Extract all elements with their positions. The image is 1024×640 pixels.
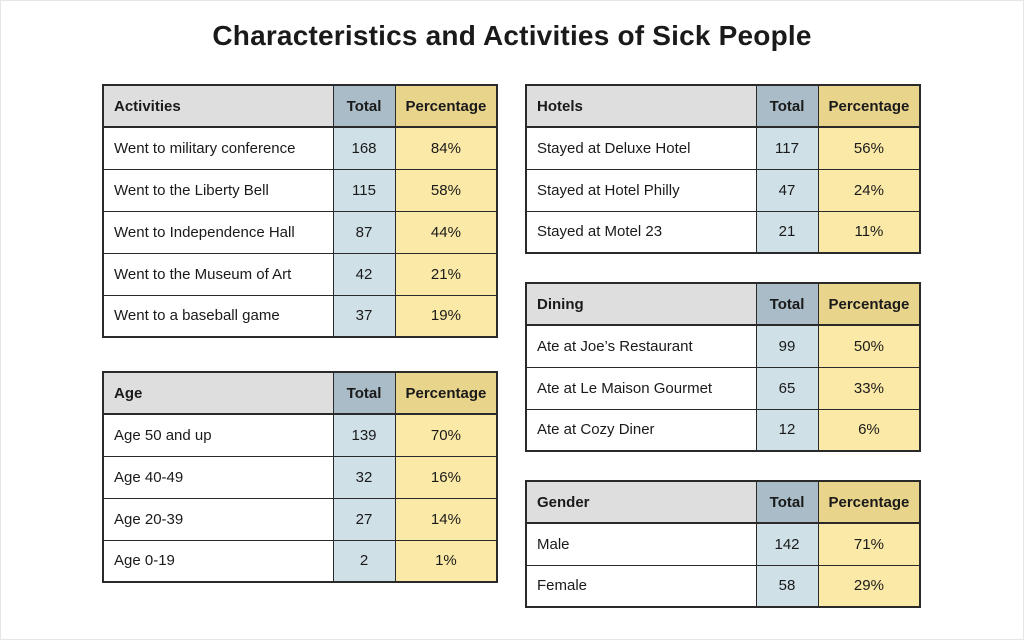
row-percentage: 1% xyxy=(394,539,498,583)
row-percentage: 50% xyxy=(817,324,921,368)
total-column-header: Total xyxy=(755,282,819,326)
row-label: Stayed at Deluxe Hotel xyxy=(525,126,757,170)
percentage-column-header: Percentage xyxy=(394,84,498,128)
dining-table: Dining Total Percentage Ate at Joe’s Restau… xyxy=(525,282,922,452)
dining-heading: Dining xyxy=(525,282,757,326)
age-table: Age Total Percentage Age 50 and up 139 70% Age… xyxy=(102,371,499,583)
percentage-column-header: Percentage xyxy=(817,282,921,326)
row-total: 117 xyxy=(755,126,819,170)
row-total: 115 xyxy=(332,168,396,212)
row-percentage: 6% xyxy=(817,408,921,452)
row-total: 58 xyxy=(755,564,819,608)
table-row: Went to the Museum of Art 42 21% xyxy=(102,252,498,296)
row-label: Age 40-49 xyxy=(102,455,334,499)
table-row: Went to the Liberty Bell 115 58% xyxy=(102,168,498,212)
row-percentage: 58% xyxy=(394,168,498,212)
row-label: Went to the Museum of Art xyxy=(102,252,334,296)
total-column-header: Total xyxy=(755,84,819,128)
row-total: 42 xyxy=(332,252,396,296)
percentage-column-header: Percentage xyxy=(817,480,921,524)
table-row: Stayed at Motel 23 21 11% xyxy=(525,210,921,254)
row-label: Ate at Le Maison Gourmet xyxy=(525,366,757,410)
row-total: 2 xyxy=(332,539,396,583)
row-total: 168 xyxy=(332,126,396,170)
row-percentage: 16% xyxy=(394,455,498,499)
row-label: Went to military conference xyxy=(102,126,334,170)
row-label: Went to the Liberty Bell xyxy=(102,168,334,212)
row-total: 37 xyxy=(332,294,396,338)
table-row: Ate at Cozy Diner 12 6% xyxy=(525,408,921,452)
total-column-header: Total xyxy=(332,371,396,415)
row-percentage: 71% xyxy=(817,522,921,566)
gender-table: Gender Total Percentage Male 142 71% Female 58 2… xyxy=(525,480,922,608)
activities-table: Activities Total Percentage Went to militar… xyxy=(102,84,499,338)
total-column-header: Total xyxy=(332,84,396,128)
row-label: Age 20-39 xyxy=(102,497,334,541)
table-row: Ate at Joe’s Restaurant 99 50% xyxy=(525,324,921,368)
table-row: Ate at Le Maison Gourmet 65 33% xyxy=(525,366,921,410)
table-header-row: Dining Total Percentage xyxy=(525,282,921,326)
row-label: Went to a baseball game xyxy=(102,294,334,338)
row-label: Ate at Joe’s Restaurant xyxy=(525,324,757,368)
table-row: Male 142 71% xyxy=(525,522,921,566)
row-total: 87 xyxy=(332,210,396,254)
row-label: Stayed at Motel 23 xyxy=(525,210,757,254)
table-row: Age 40-49 32 16% xyxy=(102,455,498,499)
row-percentage: 19% xyxy=(394,294,498,338)
row-percentage: 44% xyxy=(394,210,498,254)
row-percentage: 56% xyxy=(817,126,921,170)
row-total: 99 xyxy=(755,324,819,368)
row-total: 139 xyxy=(332,413,396,457)
row-label: Stayed at Hotel Philly xyxy=(525,168,757,212)
row-label: Age 50 and up xyxy=(102,413,334,457)
hotels-table: Hotels Total Percentage Stayed at Deluxe Ho… xyxy=(525,84,922,254)
percentage-column-header: Percentage xyxy=(817,84,921,128)
activities-heading: Activities xyxy=(102,84,334,128)
page-title: Characteristics and Activities of Sick P… xyxy=(212,20,812,51)
table-row: Went to Independence Hall 87 44% xyxy=(102,210,498,254)
table-row: Went to a baseball game 37 19% xyxy=(102,294,498,338)
table-header-row: Activities Total Percentage xyxy=(102,84,498,128)
row-percentage: 11% xyxy=(817,210,921,254)
age-heading: Age xyxy=(102,371,334,415)
row-label: Male xyxy=(525,522,757,566)
row-percentage: 24% xyxy=(817,168,921,212)
row-total: 32 xyxy=(332,455,396,499)
row-label: Ate at Cozy Diner xyxy=(525,408,757,452)
row-total: 27 xyxy=(332,497,396,541)
row-percentage: 14% xyxy=(394,497,498,541)
row-label: Went to Independence Hall xyxy=(102,210,334,254)
row-label: Age 0-19 xyxy=(102,539,334,583)
table-row: Age 20-39 27 14% xyxy=(102,497,498,541)
table-header-row: Gender Total Percentage xyxy=(525,480,921,524)
table-row: Age 50 and up 139 70% xyxy=(102,413,498,457)
row-percentage: 33% xyxy=(817,366,921,410)
gender-heading: Gender xyxy=(525,480,757,524)
row-percentage: 21% xyxy=(394,252,498,296)
row-total: 12 xyxy=(755,408,819,452)
table-header-row: Hotels Total Percentage xyxy=(525,84,921,128)
table-row: Stayed at Deluxe Hotel 117 56% xyxy=(525,126,921,170)
row-percentage: 29% xyxy=(817,564,921,608)
table-row: Age 0-19 2 1% xyxy=(102,539,498,583)
row-percentage: 84% xyxy=(394,126,498,170)
row-percentage: 70% xyxy=(394,413,498,457)
total-column-header: Total xyxy=(755,480,819,524)
row-total: 47 xyxy=(755,168,819,212)
percentage-column-header: Percentage xyxy=(394,371,498,415)
table-row: Female 58 29% xyxy=(525,564,921,608)
row-total: 142 xyxy=(755,522,819,566)
table-row: Stayed at Hotel Philly 47 24% xyxy=(525,168,921,212)
hotels-heading: Hotels xyxy=(525,84,757,128)
table-header-row: Age Total Percentage xyxy=(102,371,498,415)
table-row: Went to military conference 168 84% xyxy=(102,126,498,170)
row-label: Female xyxy=(525,564,757,608)
row-total: 21 xyxy=(755,210,819,254)
row-total: 65 xyxy=(755,366,819,410)
